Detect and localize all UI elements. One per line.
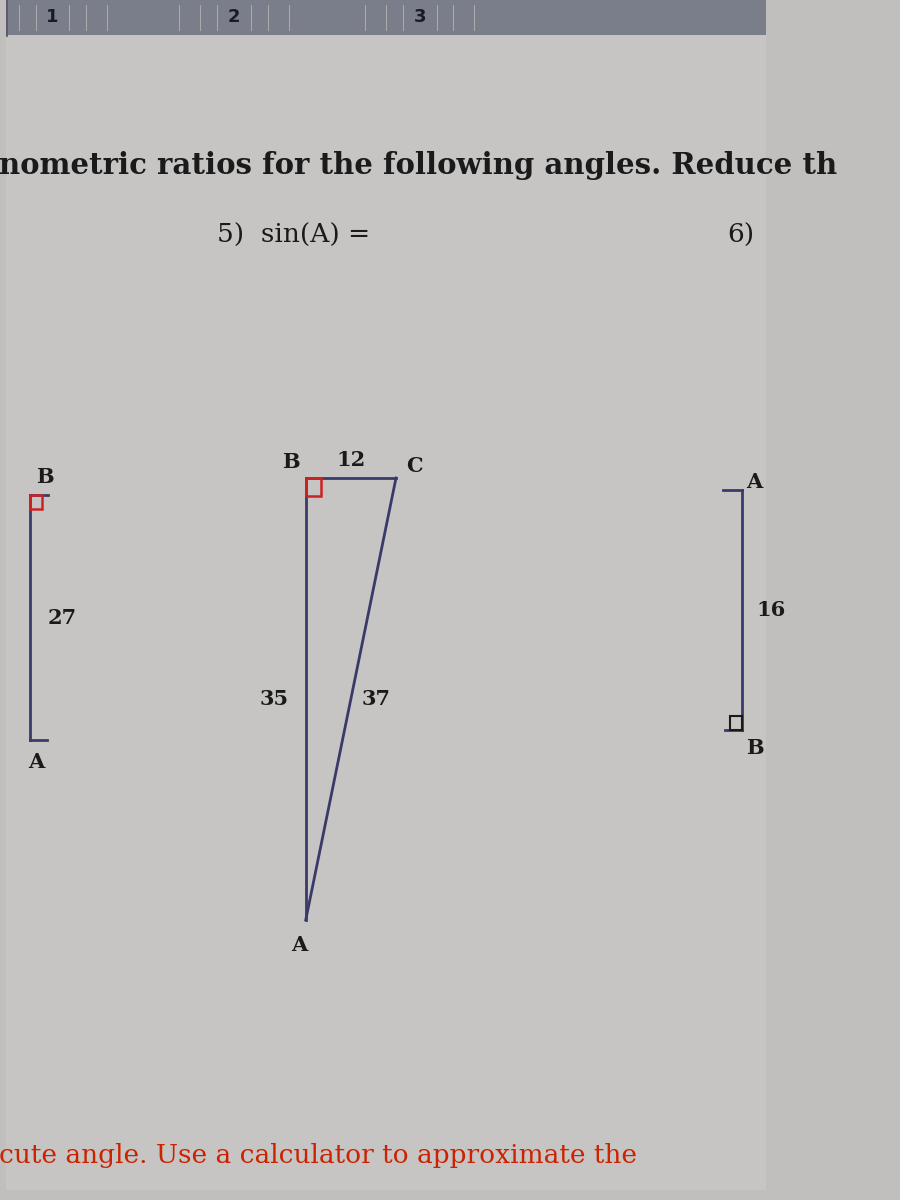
Bar (730, 716, 742, 730)
Bar (306, 478, 321, 496)
Text: 5)  sin(A) =: 5) sin(A) = (217, 222, 370, 247)
Text: A: A (291, 935, 307, 955)
Text: C: C (406, 456, 423, 476)
Text: 37: 37 (362, 689, 391, 709)
Bar (30, 494, 41, 509)
Text: 2: 2 (228, 8, 240, 26)
Text: 16: 16 (757, 600, 786, 620)
Text: A: A (29, 752, 45, 772)
Text: 35: 35 (259, 689, 288, 709)
Text: B: B (746, 738, 763, 758)
Text: B: B (282, 452, 300, 472)
Text: 12: 12 (337, 450, 365, 470)
Text: cute angle. Use a calculator to approximate the: cute angle. Use a calculator to approxim… (0, 1142, 637, 1168)
Text: 3: 3 (413, 8, 426, 26)
Bar (6, 0, 766, 35)
Text: 6): 6) (727, 222, 755, 247)
Text: nometric ratios for the following angles. Reduce th: nometric ratios for the following angles… (0, 150, 838, 180)
Text: 1: 1 (47, 8, 58, 26)
Text: B: B (36, 467, 54, 487)
Text: A: A (746, 472, 762, 492)
Text: 27: 27 (48, 607, 76, 628)
